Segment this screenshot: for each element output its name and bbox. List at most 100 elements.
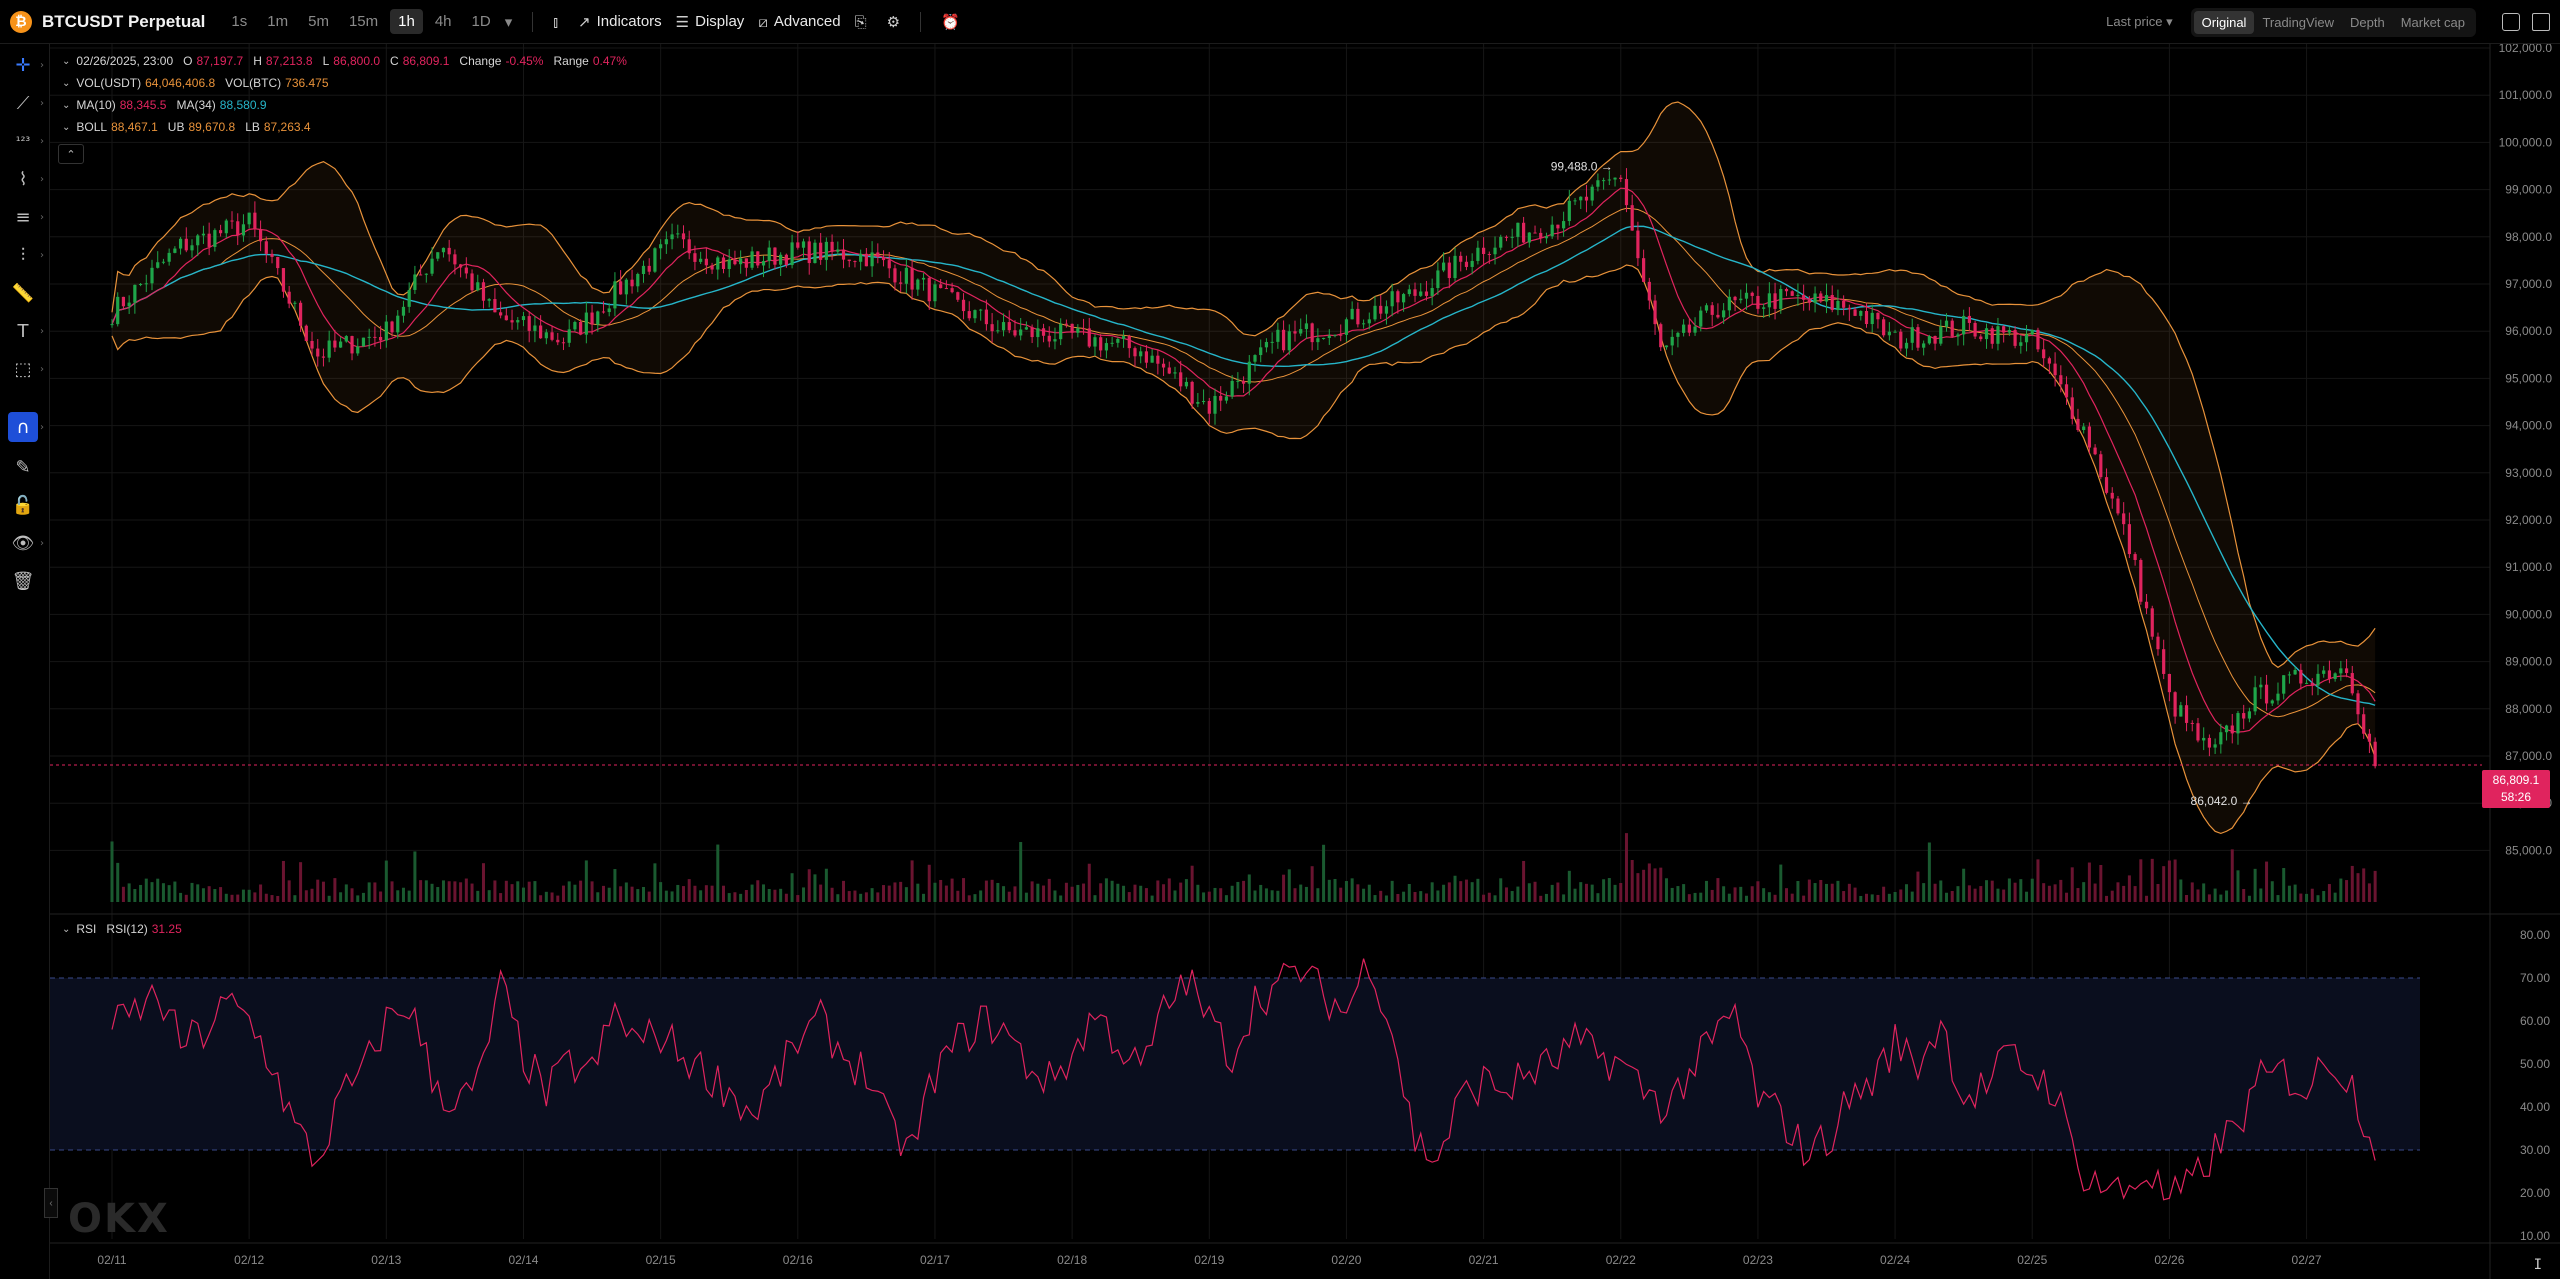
volume-bar	[1550, 884, 1554, 902]
candle-body	[1624, 179, 1629, 206]
interval-5m[interactable]: 5m	[308, 13, 329, 30]
lock-icon[interactable]: 🔓	[11, 494, 35, 516]
display-button[interactable]: ☰ Display	[676, 13, 745, 31]
volume-bar	[1093, 895, 1097, 902]
candle-body	[550, 332, 554, 340]
candle-body	[436, 252, 440, 259]
volume-bar	[167, 885, 171, 902]
candle-body	[1824, 295, 1829, 302]
collapse-toolbar-button[interactable]: ‹	[44, 1188, 58, 1218]
candle-body	[367, 336, 371, 338]
pattern-icon[interactable]: ⌇	[18, 168, 28, 190]
volume-bar	[1367, 884, 1371, 902]
text-icon[interactable]: T	[17, 320, 29, 342]
volume-bar	[110, 841, 114, 902]
volume-bar	[299, 862, 303, 902]
volume-bar	[390, 881, 394, 902]
magnet-icon[interactable]: ∩	[8, 412, 38, 442]
chevron-down-icon[interactable]: ⌄	[62, 99, 71, 111]
time-tick-label: 02/13	[371, 1253, 401, 1267]
interval-4h[interactable]: 4h	[434, 13, 452, 30]
ma-legend: ⌄ MA(10) 88,345.5 MA(34) 88,580.9	[62, 98, 277, 112]
candle-body	[1070, 323, 1074, 333]
chevron-right-icon[interactable]: ›	[40, 422, 44, 433]
interval-1m[interactable]: 1m	[267, 13, 289, 30]
alert-button[interactable]: ⏰	[941, 13, 966, 31]
boll-lb-label: LB	[245, 120, 260, 134]
volume-bar	[1510, 891, 1514, 902]
volume-bar	[150, 882, 154, 902]
ruler-icon[interactable]: 📏	[11, 282, 35, 304]
settings-button[interactable]: ⚙	[887, 13, 906, 31]
candle-body	[2150, 608, 2154, 637]
view-tradingview[interactable]: TradingView	[2262, 14, 2334, 30]
indicators-button[interactable]: ↗ Indicators	[578, 13, 662, 31]
interval-1s[interactable]: 1s	[231, 13, 248, 30]
candle-body	[2259, 684, 2263, 688]
symbol-title[interactable]: BTCUSDT Perpetual	[42, 11, 206, 31]
interval-dropdown-icon[interactable]: ▾	[504, 13, 513, 31]
candle-body	[1762, 307, 1766, 309]
candle-body	[2367, 733, 2372, 742]
chart-type-button[interactable]: ⫾	[553, 13, 564, 31]
candle-body	[2219, 732, 2223, 745]
volume-bar	[1207, 891, 1211, 902]
interval-1h[interactable]: 1h	[390, 9, 423, 34]
popout-icon[interactable]	[2532, 13, 2550, 31]
crosshair-icon[interactable]: ✛	[15, 54, 31, 76]
channel-icon[interactable]: ≡	[15, 206, 31, 228]
position-icon[interactable]: ⫶	[20, 244, 26, 266]
candle-body	[1481, 247, 1486, 255]
volume-bar	[1436, 890, 1440, 902]
candle-body	[373, 336, 377, 338]
candle-body	[881, 257, 886, 261]
chevron-down-icon[interactable]: ⌄	[62, 121, 71, 133]
chevron-right-icon[interactable]: ›	[40, 326, 44, 337]
candle-body	[2253, 687, 2257, 712]
instrument-selector[interactable]: ₿ BTCUSDT Perpetual	[0, 0, 223, 44]
trendline-icon[interactable]: ⟋	[16, 92, 30, 114]
chevron-down-icon[interactable]: ⌄	[62, 55, 71, 67]
view-original[interactable]: Original	[2193, 10, 2255, 34]
eye-icon[interactable]: 👁	[11, 532, 35, 554]
trash-icon[interactable]: 🗑	[11, 570, 35, 592]
chevron-right-icon[interactable]: ›	[40, 60, 44, 71]
price-chart[interactable]: 99,488.0 →86,042.0 →85,000.086,000.087,0…	[50, 44, 2560, 1279]
candle-body	[384, 321, 388, 341]
chevron-right-icon[interactable]: ›	[40, 136, 44, 147]
candle-body	[1053, 339, 1057, 342]
advanced-button[interactable]: ⧄ Advanced	[758, 13, 840, 31]
fibonacci-icon[interactable]: ¹²³	[15, 134, 31, 148]
shape-icon[interactable]: ⬚	[14, 358, 32, 380]
chevron-right-icon[interactable]: ›	[40, 212, 44, 223]
volume-bar	[1219, 888, 1223, 902]
candle-body	[270, 253, 274, 257]
volume-bar	[1527, 883, 1531, 902]
candle-body	[1190, 381, 1194, 404]
volume-bar	[573, 884, 577, 902]
last-price-dropdown[interactable]: Last price ▾	[2106, 14, 2173, 30]
chevron-right-icon[interactable]: ›	[40, 174, 44, 185]
volume-bar	[1733, 887, 1737, 902]
chevron-right-icon[interactable]: ›	[40, 250, 44, 261]
volume-bar	[161, 883, 165, 902]
candle-body	[1110, 342, 1114, 344]
chevron-right-icon[interactable]: ›	[40, 538, 44, 549]
chevron-down-icon[interactable]: ⌄	[62, 923, 71, 935]
volume-bar	[1476, 878, 1480, 902]
chevron-right-icon[interactable]: ›	[40, 364, 44, 375]
rsi12-label: RSI(12)	[106, 922, 148, 936]
interval-15m[interactable]: 15m	[348, 13, 379, 30]
view-market-cap[interactable]: Market cap	[2400, 14, 2465, 30]
volume-bar	[962, 878, 966, 902]
interval-1D[interactable]: 1D	[471, 13, 491, 30]
volume-bar	[2253, 868, 2257, 902]
fullscreen-icon[interactable]	[2502, 13, 2520, 31]
eraser-icon[interactable]: ✎	[15, 456, 31, 478]
rsi-line	[111, 958, 2376, 1201]
chevron-down-icon[interactable]: ⌄	[62, 77, 71, 89]
collapse-legend-button[interactable]: ⌃	[58, 144, 84, 164]
chevron-right-icon[interactable]: ›	[40, 98, 44, 109]
view-depth[interactable]: Depth	[2349, 14, 2385, 30]
snapshot-button[interactable]: ⎘	[855, 13, 873, 31]
